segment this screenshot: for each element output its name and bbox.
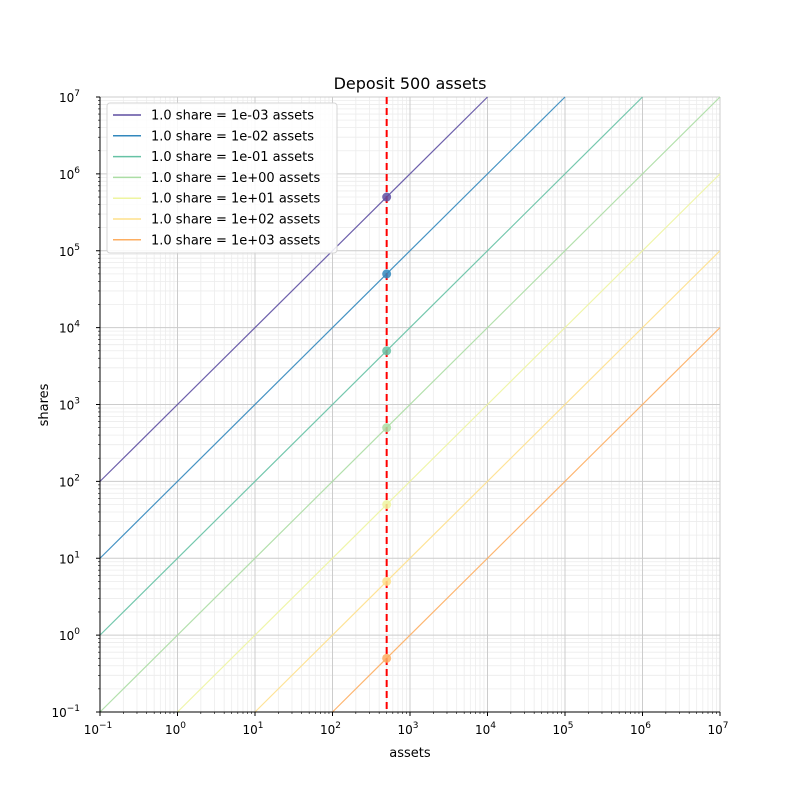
legend-label: 1.0 share = 1e+02 assets (151, 213, 320, 228)
y-tick-label: 101 (59, 550, 80, 566)
y-tick-label: 107 (59, 89, 80, 105)
series-line (177, 173, 721, 713)
y-tick-label: 103 (59, 397, 80, 413)
y-tick-label: 10−1 (51, 704, 80, 720)
series-line (99, 96, 566, 559)
legend-label: 1.0 share = 1e+01 assets (151, 192, 320, 207)
y-tick-label: 102 (59, 473, 80, 489)
data-point (382, 653, 392, 663)
data-point (382, 346, 392, 356)
y-tick-label: 105 (59, 243, 80, 259)
series-line (99, 96, 643, 636)
chart-title: Deposit 500 assets (334, 74, 487, 93)
legend-label: 1.0 share = 1e-03 assets (151, 109, 314, 124)
legend-label: 1.0 share = 1e+03 assets (151, 233, 320, 248)
x-tick-label: 105 (552, 721, 573, 737)
x-tick-label: 107 (707, 721, 728, 737)
x-tick-label: 104 (475, 721, 496, 737)
x-tick-label: 10−1 (84, 721, 113, 737)
data-points (382, 192, 392, 663)
data-point (382, 500, 392, 510)
x-tick-label: 106 (630, 721, 651, 737)
legend-label: 1.0 share = 1e-01 assets (151, 150, 314, 165)
legend-box (106, 102, 338, 254)
series-line (332, 327, 721, 713)
data-point (382, 423, 392, 433)
data-point (382, 269, 392, 279)
legend: 1.0 share = 1e-03 assets 1.0 share = 1e-0… (106, 102, 338, 254)
data-point (382, 576, 392, 586)
x-axis-label: assets (389, 746, 431, 761)
ticks: 10−1 100 101 102 103 104 105 106 107 10−1 100 101 10… (51, 89, 728, 737)
x-tick-label: 100 (165, 721, 186, 737)
x-tick-label: 103 (397, 721, 418, 737)
data-point (382, 192, 392, 202)
y-tick-label: 104 (59, 320, 80, 336)
legend-label: 1.0 share = 1e-02 assets (151, 129, 314, 144)
legend-label: 1.0 share = 1e+00 assets (151, 171, 320, 186)
y-tick-label: 106 (59, 166, 80, 182)
series-lines (99, 96, 721, 713)
y-axis-label: shares (37, 383, 52, 426)
series-line (99, 96, 488, 482)
x-tick-label: 102 (320, 721, 341, 737)
series-line (99, 96, 721, 713)
series-line (254, 250, 721, 713)
y-tick-label: 100 (59, 627, 80, 643)
x-tick-label: 101 (242, 721, 263, 737)
